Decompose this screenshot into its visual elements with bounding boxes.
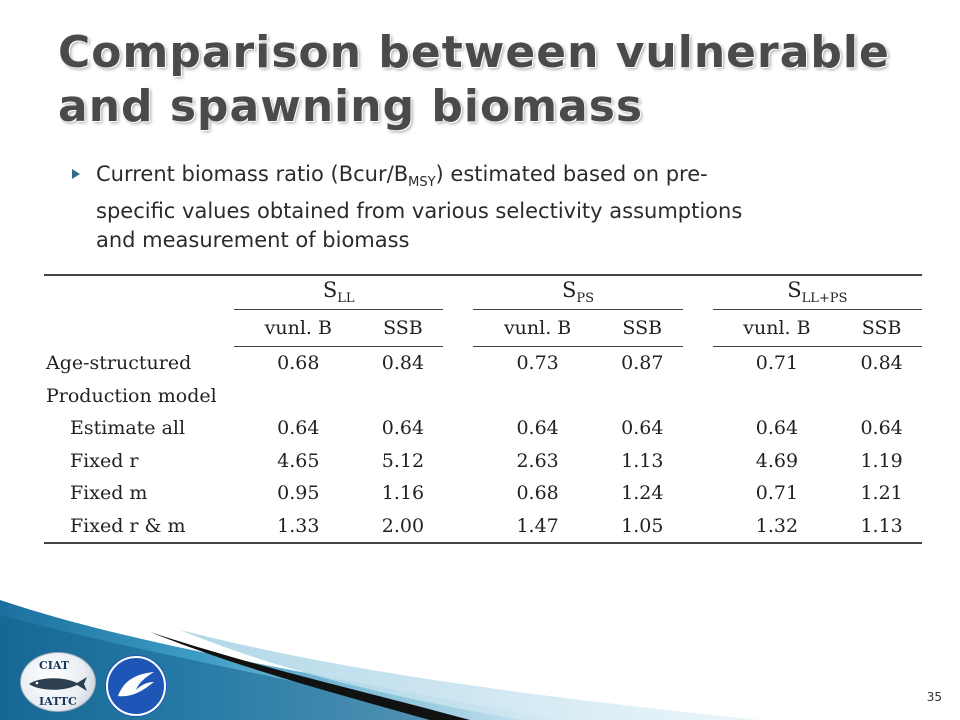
table-cell: 0.68: [277, 352, 320, 375]
table-row: Estimate all 0.64 0.64 0.64 0.64 0.64 0.…: [44, 412, 922, 445]
table-row: Fixed r & m 1.33 2.00 1.47 1.05 1.32 1.1…: [44, 509, 922, 544]
table-cell: 2.63: [516, 449, 559, 472]
table-cell: 0.73: [516, 352, 559, 375]
row-label: Fixed r & m: [44, 509, 234, 544]
table-row: Fixed r 4.65 5.12 2.63 1.13 4.69 1.19: [44, 445, 922, 478]
group-header-sll-ps-base: S: [787, 278, 802, 303]
bullet-line-3: and measurement of biomass: [96, 228, 410, 253]
bullet-line-2: specific values obtained from various se…: [96, 199, 743, 224]
group-header-sll-sub: LL: [337, 291, 355, 307]
subheader-vunl-b: vunl. B: [473, 309, 602, 347]
table-cell: 5.12: [381, 449, 425, 472]
table-cell: 4.65: [277, 449, 320, 472]
group-header-sps: SPS: [473, 274, 683, 310]
row-label: Estimate all: [70, 417, 186, 440]
table-cell: 0.84: [860, 352, 903, 375]
column-gap: [683, 477, 713, 510]
table-cell: 0.87: [621, 352, 664, 375]
column-gap: [443, 477, 473, 510]
column-gap: [443, 412, 473, 445]
table-row: Age-structured 0.68 0.84 0.73 0.87 0.71 …: [44, 347, 922, 380]
group-header-sll: SLL: [234, 274, 444, 310]
table-group-header-row: SLL SPS SLL+PS: [44, 274, 922, 310]
table-cell: 1.19: [860, 449, 903, 472]
subheader-vunl-b: vunl. B: [712, 309, 842, 347]
noaa-bird-icon: [118, 672, 154, 697]
table-cell: 1.13: [841, 509, 922, 544]
logo-text-iattc: IATTC: [39, 695, 77, 708]
table-cell: 1.32: [712, 509, 842, 544]
table-cell: 0.71: [755, 482, 799, 505]
column-gap: [443, 445, 473, 478]
table-cell: 0.64: [755, 417, 799, 440]
bullet-text: Current biomass ratio (Bcur/BMSY) estima…: [96, 160, 742, 255]
table-cell: 1.13: [621, 449, 664, 472]
table-subheader-corner: [44, 310, 234, 347]
group-header-sll-ps: SLL+PS: [712, 274, 922, 310]
column-gap: [443, 347, 473, 380]
group-header-sps-sub: PS: [576, 291, 595, 307]
table-cell: 0.68: [516, 482, 559, 505]
row-label: Fixed r: [70, 449, 139, 472]
table-row: Production model: [44, 380, 922, 413]
row-label: Production model: [46, 384, 217, 407]
subheader-vunl-b: vunl. B: [234, 309, 363, 347]
table-corner-cell: [44, 274, 234, 310]
bullet-point: Current biomass ratio (Bcur/BMSY) estima…: [72, 160, 922, 255]
tuna-fish-icon: [29, 677, 87, 691]
column-gap: [683, 347, 713, 380]
table-cell: 1.05: [601, 509, 683, 544]
table-cell: 1.47: [473, 509, 602, 544]
table-cell: 0.95: [277, 482, 320, 505]
column-gap: [683, 412, 713, 445]
column-gap: [443, 310, 473, 347]
bullet-subscript: MSY: [408, 175, 436, 191]
column-gap: [682, 509, 713, 544]
table-cell: 0.84: [381, 352, 425, 375]
empty-cell: [234, 380, 922, 413]
group-header-sll-ps-sub: LL+PS: [801, 291, 848, 307]
noaa-logo: [106, 656, 166, 716]
table-cell: 4.69: [755, 449, 799, 472]
table-cell: 0.64: [381, 417, 425, 440]
bullet-arrow-icon: [72, 169, 80, 179]
subheader-ssb: SSB: [362, 309, 444, 347]
column-gap: [443, 274, 474, 310]
table-cell: 0.71: [755, 352, 799, 375]
bullet-line-1-pre: Current biomass ratio (Bcur/B: [96, 162, 409, 186]
bullet-line-1-post: ) estimated based on pre-: [435, 162, 708, 186]
table-cell: 2.00: [362, 509, 444, 544]
slide-title-line-1: Comparison between vulnerable: [58, 27, 890, 78]
subheader-ssb: SSB: [601, 309, 683, 347]
group-header-sps-base: S: [561, 278, 577, 303]
biomass-ratio-table: SLL SPS SLL+PS vunl. B SSB vunl. B SSB v…: [44, 274, 922, 544]
column-gap: [683, 310, 713, 347]
table-cell: 1.21: [860, 482, 903, 505]
table-subheader-row: vunl. B SSB vunl. B SSB vunl. B SSB: [44, 309, 922, 347]
slide-title-line-2: and spawning biomass: [58, 81, 644, 132]
logo-text-ciat: CIAT: [39, 659, 70, 672]
row-label: Age-structured: [46, 352, 192, 374]
table-cell: 1.16: [381, 482, 425, 505]
bullet-line-1: Current biomass ratio (Bcur/BMSY) estima…: [96, 160, 742, 197]
table-cell: 0.64: [860, 417, 903, 440]
table-row: Fixed m 0.95 1.16 0.68 1.24 0.71 1.21: [44, 477, 922, 510]
column-gap: [443, 509, 474, 544]
group-header-sll-base: S: [322, 278, 338, 303]
ciat-iattc-logo: CIAT IATTC: [20, 652, 96, 712]
table-cell: 1.24: [621, 482, 664, 505]
column-gap: [683, 445, 713, 478]
subheader-ssb: SSB: [841, 309, 922, 347]
row-label: Fixed m: [70, 482, 148, 505]
page-number: 35: [926, 690, 942, 704]
slide-title: Comparison between vulnerable and spawni…: [58, 26, 938, 134]
table-cell: 0.64: [621, 417, 664, 440]
table-cell: 0.64: [277, 417, 320, 440]
column-gap: [682, 274, 713, 310]
table-cell: 1.33: [234, 509, 363, 544]
table-cell: 0.64: [516, 417, 559, 440]
